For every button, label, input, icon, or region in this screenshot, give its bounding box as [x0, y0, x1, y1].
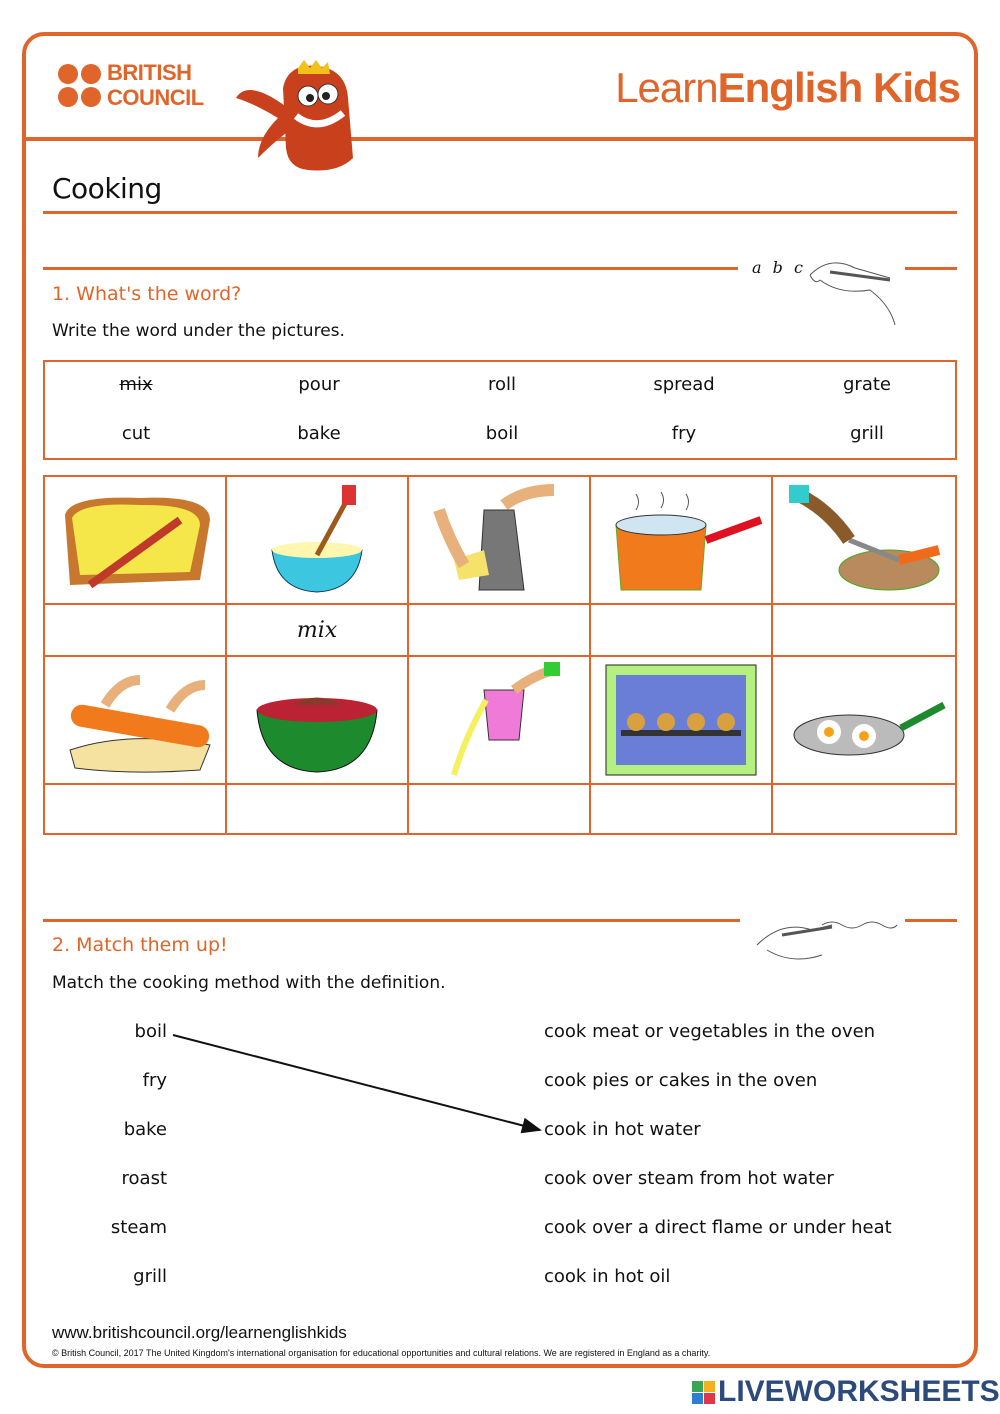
picture-grill	[227, 657, 409, 785]
page-title: Cooking	[52, 172, 162, 205]
picture-boil	[591, 477, 773, 605]
section2-divider-end	[905, 919, 957, 922]
writing-hand-icon	[756, 921, 898, 960]
word-bank-item: spread	[653, 374, 715, 395]
learnenglish-kids-logo: LearnEnglish Kids	[615, 64, 961, 112]
liveworksheets-text: LIVEWORKSHEETS	[718, 1375, 1000, 1408]
answer-cell[interactable]	[227, 785, 409, 833]
word-bank-item: fry	[671, 423, 697, 444]
word-bank-item: grate	[843, 374, 891, 395]
word-bank-item: pour	[298, 374, 340, 395]
header-divider	[24, 137, 976, 141]
answer-cell[interactable]	[591, 605, 773, 657]
abc-text: a b c	[752, 258, 806, 277]
brand-english: English	[717, 64, 864, 111]
title-underline	[43, 211, 957, 214]
picture-mix	[227, 477, 409, 605]
word-bank-item: roll	[487, 374, 517, 395]
answer-cell[interactable]	[773, 605, 955, 657]
brand-learn: Learn	[615, 64, 718, 111]
picture-bake	[591, 657, 773, 785]
answer-cell[interactable]	[409, 605, 591, 657]
answer-cell[interactable]	[773, 785, 955, 833]
answer-cell[interactable]	[45, 605, 227, 657]
answer-cell[interactable]	[591, 785, 773, 833]
section2-instruction: Match the cooking method with the defini…	[52, 973, 446, 993]
british-council-dots-icon	[58, 63, 101, 107]
word-bank-item: cut	[121, 423, 151, 444]
brand-line-1: BRITISH	[107, 60, 192, 85]
section1-divider	[43, 267, 738, 270]
brand-line-2: COUNCIL	[107, 85, 204, 110]
liveworksheets-watermark: LIVEWORKSHEETS	[692, 1375, 1000, 1409]
picture-grate	[409, 477, 591, 605]
word-bank-item: mix	[119, 374, 153, 395]
page-frame	[22, 32, 978, 1368]
word-bank: mix pour roll spread grate cut bake boil…	[43, 360, 957, 460]
answer-text: mix	[296, 617, 338, 643]
answer-cell[interactable]	[45, 785, 227, 833]
british-council-wordmark: BRITISH COUNCIL	[107, 60, 204, 110]
picture-fry	[773, 657, 955, 785]
picture-roll	[45, 657, 227, 785]
section1-divider-end	[905, 267, 957, 270]
footer-copyright: © British Council, 2017 The United Kingd…	[52, 1348, 711, 1358]
section1-heading: 1. What's the word?	[52, 283, 242, 305]
liveworksheets-logo-icon	[692, 1380, 715, 1404]
picture-grid: mix	[43, 475, 957, 835]
answer-cell[interactable]: mix	[227, 605, 409, 657]
mascot-monster-icon	[236, 60, 353, 171]
answer-cell[interactable]	[409, 785, 591, 833]
section1-instruction: Write the word under the pictures.	[52, 321, 345, 341]
word-bank-item: bake	[297, 423, 341, 444]
word-bank-item: boil	[485, 423, 519, 444]
section2-divider	[43, 919, 740, 922]
picture-cut	[773, 477, 955, 605]
british-council-logo: BRITISH COUNCIL	[58, 60, 204, 110]
picture-pour	[409, 657, 591, 785]
section2-heading: 2. Match them up!	[52, 934, 228, 956]
writing-hand-icon	[809, 262, 896, 326]
picture-spread	[45, 477, 227, 605]
brand-kids: Kids	[872, 64, 961, 111]
word-bank-item: grill	[850, 423, 884, 444]
footer-url[interactable]: www.britishcouncil.org/learnenglishkids	[52, 1323, 347, 1342]
